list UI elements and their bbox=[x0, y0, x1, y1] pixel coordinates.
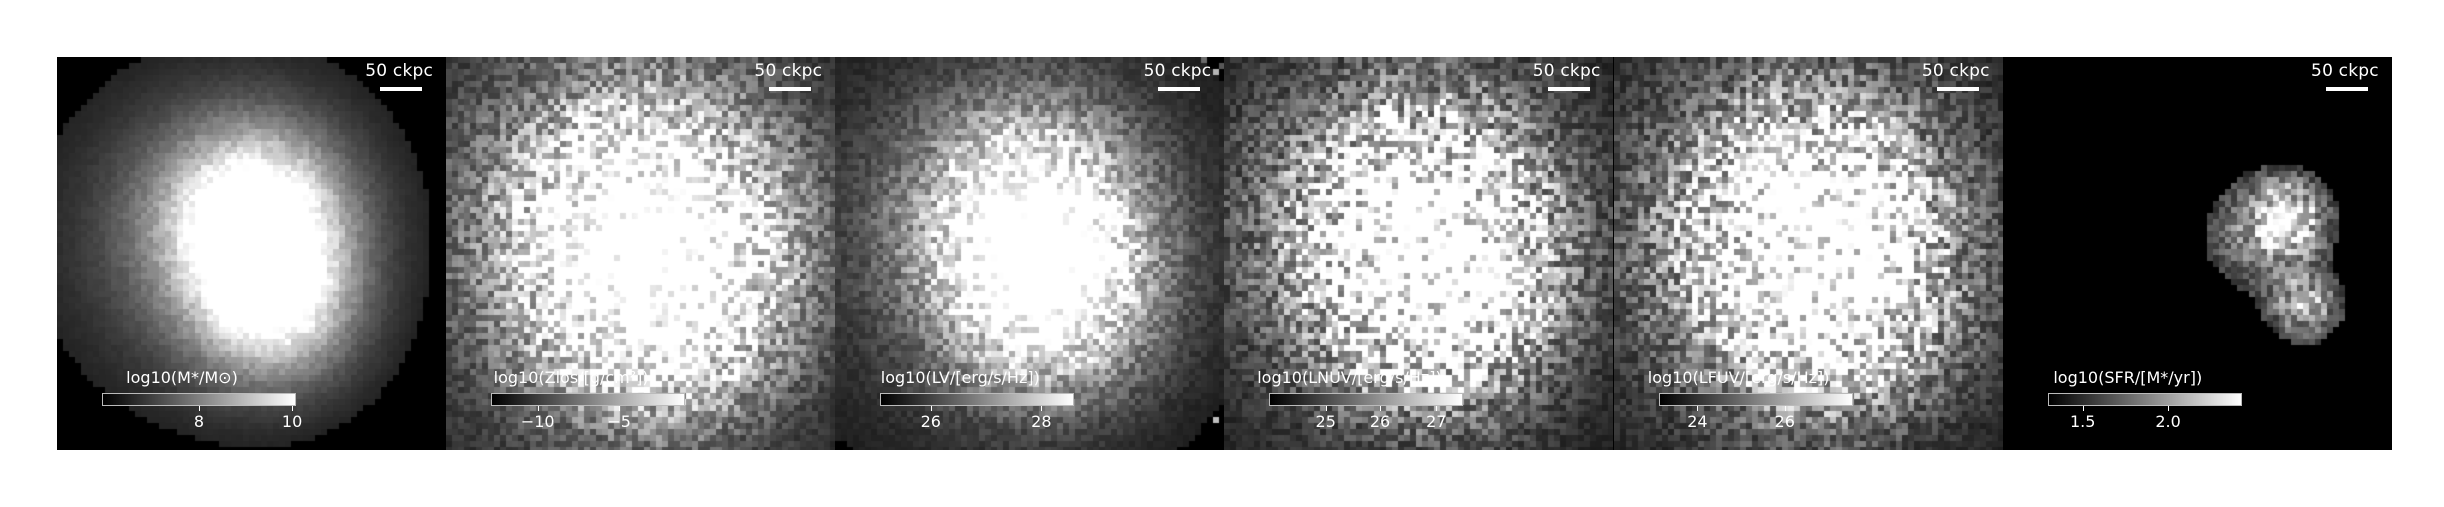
colorbar-label: log10(Zlos/[g/cm²]) bbox=[493, 368, 649, 387]
colorbar-tick-label: 2.0 bbox=[2155, 412, 2181, 431]
colorbar-tick bbox=[1697, 406, 1699, 411]
scale-bar-label: 50 ckpc bbox=[1143, 61, 1212, 81]
panel-v-luminosity: 50 ckpc log10(LV/[erg/s/Hz]) 26 28 bbox=[835, 57, 1225, 450]
colorbar-tick bbox=[537, 406, 539, 411]
scale-bar-label: 50 ckpc bbox=[365, 61, 434, 81]
colorbar-tick-label: 24 bbox=[1687, 412, 1708, 431]
colorbar-label: log10(LNUV/[erg/s/Hz]) bbox=[1257, 368, 1442, 387]
scale-bar-label: 50 ckpc bbox=[2311, 61, 2379, 81]
colorbar-tick-label: 8 bbox=[193, 412, 205, 431]
heatmap-canvas bbox=[1613, 57, 2003, 450]
colorbar bbox=[491, 393, 686, 406]
scale-bar bbox=[1547, 87, 1590, 91]
colorbar-tick bbox=[930, 406, 932, 411]
panel-metal-column: 50 ckpc log10(Zlos/[g/cm²]) −10 −5 bbox=[446, 57, 836, 450]
colorbar-tick-label: −5 bbox=[607, 412, 631, 431]
scale-bar bbox=[769, 87, 812, 91]
heatmap-canvas bbox=[835, 57, 1225, 450]
colorbar-tick bbox=[2168, 406, 2170, 411]
scale-bar bbox=[1158, 87, 1201, 91]
colorbar-tick bbox=[1436, 406, 1438, 411]
scale-bar-label: 50 ckpc bbox=[1921, 61, 1990, 81]
colorbar-tick bbox=[1325, 406, 1327, 411]
colorbar-label: log10(LV/[erg/s/Hz]) bbox=[880, 368, 1040, 387]
colorbar-tick-label: 26 bbox=[1774, 412, 1795, 431]
colorbar-tick-label: 26 bbox=[920, 412, 941, 431]
colorbar bbox=[880, 393, 1075, 406]
colorbar-tick-label: 27 bbox=[1426, 412, 1447, 431]
colorbar-tick bbox=[1784, 406, 1786, 411]
colorbar-tick bbox=[199, 406, 200, 411]
heatmap-canvas bbox=[2002, 57, 2392, 450]
scale-bar bbox=[380, 87, 423, 91]
colorbar-tick-label: 1.5 bbox=[2069, 412, 2096, 431]
colorbar-tick-label: −10 bbox=[520, 412, 555, 431]
colorbar-tick-label: 26 bbox=[1369, 412, 1391, 431]
colorbar-tick bbox=[1380, 406, 1382, 411]
colorbar-label: log10(M*/M⊙) bbox=[126, 368, 238, 387]
heatmap-canvas bbox=[1224, 57, 1614, 450]
heatmap-canvas bbox=[446, 57, 836, 450]
colorbar-tick bbox=[1041, 406, 1043, 411]
colorbar bbox=[2047, 393, 2242, 406]
scale-bar bbox=[1936, 87, 1979, 91]
panel-stellar-mass: 50 ckpc log10(M*/M⊙) 8 10 bbox=[57, 57, 446, 450]
colorbar-tick-label: 28 bbox=[1031, 412, 1052, 431]
colorbar-tick-label: 10 bbox=[281, 412, 303, 431]
colorbar-tick bbox=[619, 406, 621, 411]
panel-nuv-luminosity: 50 ckpc log10(LNUV/[erg/s/Hz]) 25 26 27 bbox=[1224, 57, 1614, 450]
heatmap-canvas bbox=[57, 57, 446, 450]
scale-bar-label: 50 ckpc bbox=[754, 61, 823, 81]
colorbar-tick bbox=[2082, 406, 2084, 411]
colorbar-label: log10(LFUV/[erg/s/Hz]) bbox=[1647, 368, 1830, 387]
colorbar-tick-label: 25 bbox=[1315, 412, 1336, 431]
colorbar bbox=[1269, 393, 1464, 406]
colorbar-label: log10(SFR/[M*/yr]) bbox=[2053, 368, 2203, 387]
panel-fuv-luminosity: 50 ckpc log10(LFUV/[erg/s/Hz]) 24 26 bbox=[1613, 57, 2003, 450]
colorbar bbox=[102, 393, 296, 406]
scale-bar-label: 50 ckpc bbox=[1532, 61, 1601, 81]
colorbar bbox=[1658, 393, 1853, 406]
image-strip: 50 ckpc log10(M*/M⊙) 8 10 50 ckpc log10(Z… bbox=[57, 57, 2392, 450]
scale-bar bbox=[2325, 87, 2368, 91]
colorbar-tick bbox=[292, 406, 294, 411]
panel-star-formation-rate: 50 ckpc log10(SFR/[M*/yr]) 1.5 2.0 bbox=[2002, 57, 2392, 450]
